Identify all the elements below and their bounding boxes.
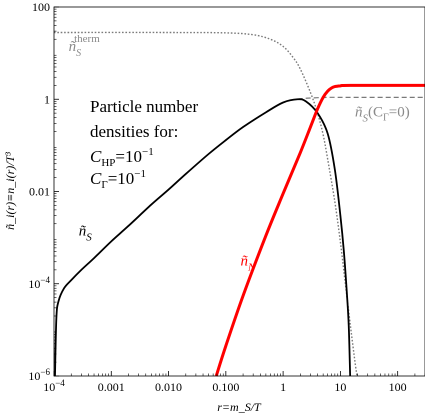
x-tick-label: 10−4 (43, 378, 65, 394)
curve-labels: ñS ñN ñStherm ñS(CΓ=0) (69, 33, 410, 273)
chp-subscript: HP (101, 157, 115, 169)
curve-label-1: ñN (240, 253, 256, 273)
curve-3 (297, 96, 425, 100)
annotation-cgamma: CΓ=10−1 (90, 168, 146, 191)
y-tick-label: 10−4 (28, 275, 50, 291)
y-axis-title: ñ_i(r)≡n_i(r)/T³ (3, 152, 17, 230)
curve-label-3: ñS(CΓ=0) (355, 105, 410, 125)
curve-1 (214, 83, 425, 377)
cgamma-symbol: C (90, 169, 102, 188)
annotation-line1: Particle number (90, 97, 198, 116)
plot-frame (53, 6, 425, 377)
axis-ticks: 10−4 0.001 0.010 0.100 1 10 10010−610−40.01110… (28, 0, 425, 394)
curve-label-2: ñStherm (69, 33, 101, 59)
chp-exponent: −1 (142, 146, 154, 158)
x-tick-label: 1 (280, 380, 286, 394)
x-tick-label: 10 (334, 380, 346, 394)
cgamma-exponent: −1 (134, 168, 146, 180)
x-tick-label: 0.010 (155, 380, 182, 394)
x-tick-label: 0.100 (212, 380, 239, 394)
cgamma-equals: =10 (108, 169, 135, 188)
y-tick-label: 1 (44, 92, 50, 106)
x-axis-title: r=m_S/T (217, 400, 262, 414)
y-tick-label: 100 (32, 0, 50, 14)
chp-equals: =10 (115, 147, 142, 166)
cgamma-subscript: Γ (101, 179, 107, 191)
curves-layer (53, 31, 425, 377)
curve-0 (54, 98, 352, 377)
annotation-line2: densities for: (90, 122, 178, 141)
annotation-chp: CHP=10−1 (90, 146, 154, 169)
x-tick-label: 100 (389, 380, 407, 394)
annotation: Particle number densities for: CHP=10−1 … (90, 97, 198, 191)
y-tick-label: 10−6 (28, 367, 50, 383)
y-tick-label: 0.01 (29, 185, 50, 199)
curve-2 (53, 31, 358, 377)
curve-label-0: ñS (79, 224, 93, 244)
chp-symbol: C (90, 147, 102, 166)
x-tick-label: 0.001 (98, 380, 125, 394)
